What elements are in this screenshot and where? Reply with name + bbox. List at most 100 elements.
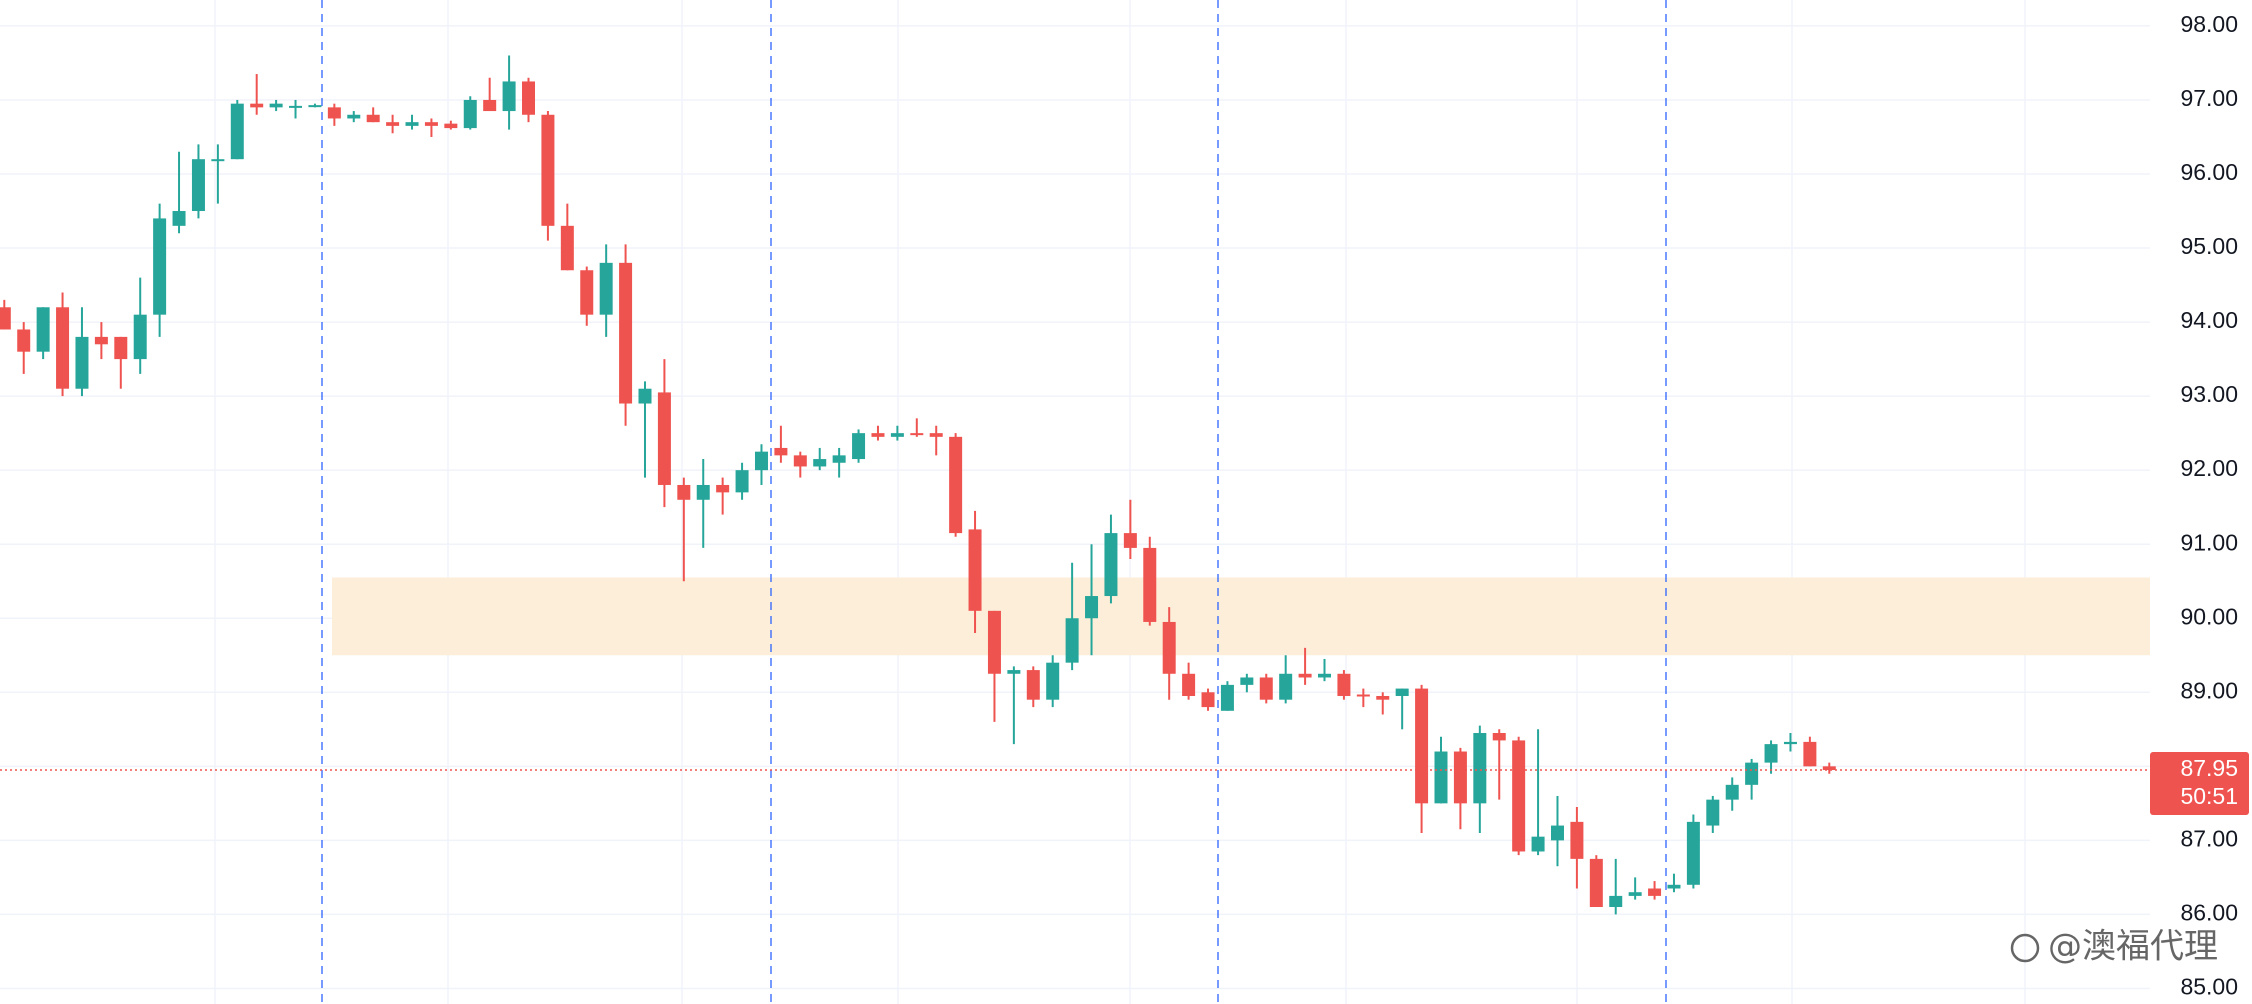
- candle-body: [75, 336, 89, 389]
- candle-body: [987, 610, 1001, 674]
- candle-body: [580, 270, 594, 315]
- candle-body: [1220, 684, 1234, 711]
- y-tick-label: 89.00: [2180, 677, 2238, 703]
- candle-body: [444, 123, 458, 129]
- candle-body: [1201, 692, 1215, 708]
- candle-body: [289, 105, 303, 108]
- candle-body: [94, 336, 108, 345]
- candle-body: [483, 99, 497, 112]
- y-tick-label: 98.00: [2180, 11, 2238, 37]
- candle-body: [929, 433, 943, 437]
- zone: [332, 577, 2150, 656]
- candle-body: [1512, 740, 1526, 852]
- candle-body: [56, 307, 70, 389]
- candle-body: [250, 103, 264, 108]
- candle-body: [347, 114, 361, 119]
- candle-body: [1531, 836, 1545, 852]
- candle-body: [1240, 677, 1254, 685]
- y-tick-label: 85.00: [2180, 974, 2238, 1000]
- candle-body: [1725, 784, 1739, 800]
- candle-body: [1026, 670, 1040, 700]
- candle-body: [1143, 547, 1157, 622]
- y-tick-label: 90.00: [2180, 603, 2238, 629]
- y-tick-label: 93.00: [2180, 381, 2238, 407]
- y-tick-label: 97.00: [2180, 85, 2238, 111]
- candle-body: [114, 336, 128, 360]
- candle-body: [1745, 762, 1759, 785]
- candle-body: [172, 211, 186, 226]
- candle-body: [230, 103, 244, 160]
- candle-body: [832, 455, 846, 463]
- candle-body: [1764, 744, 1778, 763]
- candle-body: [599, 262, 613, 315]
- candle-body: [405, 122, 419, 126]
- candle-body: [1492, 733, 1506, 741]
- candle-body: [1473, 733, 1487, 804]
- candle-body: [1085, 596, 1099, 619]
- candle-body: [1609, 895, 1623, 908]
- candle-body: [1589, 858, 1603, 908]
- candle-body: [754, 451, 768, 471]
- candle-body: [36, 307, 50, 352]
- candle-body: [1298, 673, 1312, 678]
- candle-body: [560, 225, 574, 271]
- vertical-grid: [214, 0, 2026, 1004]
- y-tick-label: 87.00: [2180, 825, 2238, 851]
- last-price-label: 87.95: [2180, 755, 2238, 781]
- candle-body: [1415, 688, 1429, 804]
- candle-body: [1395, 688, 1409, 696]
- candle-body: [1279, 673, 1293, 700]
- candle-body: [386, 122, 400, 126]
- candle-body: [657, 392, 671, 485]
- candle-body: [1550, 825, 1564, 841]
- candle-body: [1434, 751, 1448, 804]
- candle-body: [191, 159, 205, 212]
- candle-body: [1162, 621, 1176, 674]
- candle-body: [949, 436, 963, 534]
- candle-body: [1706, 799, 1720, 826]
- candle-body: [696, 484, 710, 500]
- candle-body: [793, 455, 807, 467]
- candle-body: [1822, 766, 1836, 771]
- candle-body: [308, 105, 322, 108]
- candle-body: [1667, 884, 1681, 889]
- candle-body: [424, 122, 438, 126]
- y-tick-label: 92.00: [2180, 455, 2238, 481]
- candle-body: [269, 103, 283, 108]
- candle-body: [1783, 741, 1797, 745]
- candle-body: [774, 447, 788, 456]
- watermark-text: @澳福代理: [2048, 927, 2218, 967]
- candle-body: [463, 99, 477, 129]
- candle-body: [1803, 741, 1817, 767]
- watermark: @澳福代理: [2010, 927, 2218, 967]
- candle-body: [1570, 821, 1584, 859]
- candle-body: [366, 114, 380, 123]
- candle-body: [1123, 533, 1137, 548]
- y-tick-label: 96.00: [2180, 159, 2238, 185]
- candle-body: [522, 81, 536, 115]
- candle-body: [1628, 892, 1642, 896]
- candle-body: [1686, 821, 1700, 885]
- candle-body: [735, 470, 749, 493]
- candle-body: [716, 484, 730, 493]
- watermark-icon: [2010, 933, 2040, 963]
- candle-body: [1453, 751, 1467, 804]
- candle-body: [502, 81, 516, 112]
- candle-body: [1318, 673, 1332, 678]
- candle-body: [852, 433, 866, 460]
- candle-body: [1007, 670, 1021, 674]
- candle-body: [1182, 673, 1196, 696]
- candle-body: [1376, 695, 1390, 700]
- candle-body: [890, 433, 904, 437]
- candle-body: [1356, 694, 1370, 697]
- candle-body: [541, 114, 555, 226]
- candle-body: [0, 307, 11, 330]
- candle-body: [871, 433, 885, 437]
- candle-body: [1046, 662, 1060, 700]
- candle-body: [968, 529, 982, 611]
- y-tick-label: 91.00: [2180, 529, 2238, 555]
- last-price-tag: [2150, 752, 2249, 816]
- y-tick-label: 86.00: [2180, 899, 2238, 925]
- candle-body: [1648, 888, 1662, 896]
